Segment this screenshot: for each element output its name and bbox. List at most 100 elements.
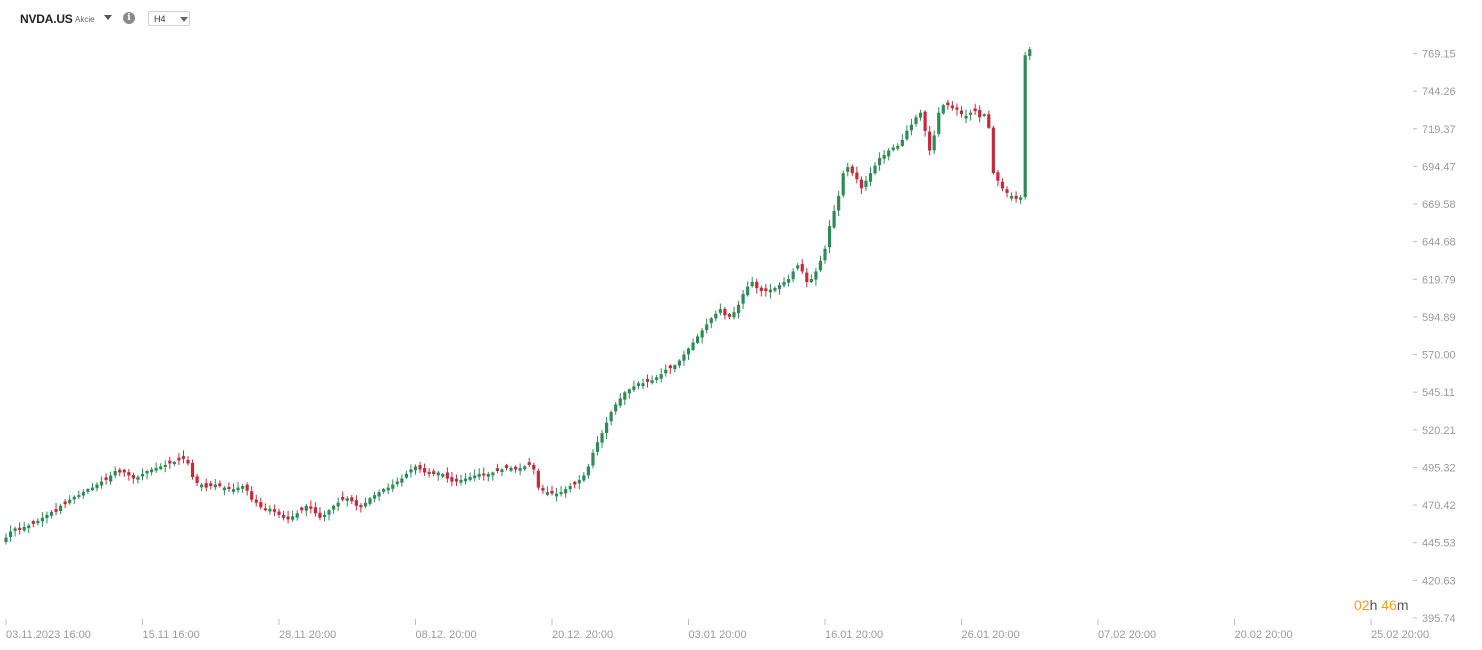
candle — [218, 480, 222, 488]
candle — [291, 510, 295, 522]
candle-body — [782, 282, 786, 286]
symbol-name[interactable]: NVDA.US — [20, 12, 73, 26]
countdown-minutes: 46 — [1381, 597, 1397, 613]
y-tick-label: 769.15 — [1422, 49, 1456, 61]
candle — [450, 471, 454, 487]
candle-body — [727, 314, 732, 317]
x-tick-label: 07.02 20:00 — [1098, 629, 1156, 641]
candle-body — [554, 493, 559, 497]
candle-body — [168, 460, 172, 464]
candle — [477, 468, 481, 480]
candle — [95, 482, 99, 492]
candle — [13, 526, 17, 537]
candle-body — [432, 471, 436, 474]
candle-body — [755, 281, 759, 289]
candle-body — [277, 511, 281, 515]
candle-body — [350, 497, 354, 502]
candle-body — [923, 111, 927, 131]
candle — [459, 474, 463, 486]
candle-body — [550, 490, 554, 494]
candle — [878, 152, 882, 171]
candle-body — [928, 131, 932, 151]
candle-body — [736, 304, 741, 314]
candle — [181, 450, 186, 464]
candle-body — [969, 112, 973, 115]
candle-body — [300, 507, 304, 511]
candle — [395, 477, 399, 487]
candle — [168, 456, 172, 469]
candle — [359, 503, 363, 513]
candle-body — [878, 158, 882, 166]
candle-body — [573, 481, 577, 485]
candle-body — [313, 507, 317, 514]
candle-body — [746, 286, 750, 296]
candle-body — [609, 412, 613, 422]
candle-body — [209, 483, 213, 487]
candle — [718, 303, 722, 316]
candle-body — [473, 475, 477, 479]
candle — [750, 276, 754, 288]
candle — [659, 368, 663, 383]
candle — [332, 504, 336, 514]
candle-body — [514, 466, 518, 470]
candle — [727, 313, 732, 320]
candle — [564, 486, 568, 498]
candle-body — [127, 472, 131, 476]
candle-body — [18, 527, 22, 530]
candle-body — [72, 496, 76, 500]
candle — [259, 497, 263, 510]
candle — [850, 164, 854, 176]
candle-body — [245, 484, 249, 491]
candle-body — [13, 528, 17, 531]
candle — [400, 474, 404, 487]
candle-body — [946, 102, 950, 106]
candle-body — [404, 473, 408, 478]
candle — [900, 134, 904, 148]
candle-body — [691, 342, 695, 350]
candle — [964, 109, 968, 124]
candle-body — [463, 478, 468, 482]
candle — [341, 491, 345, 502]
candle — [932, 130, 936, 155]
candle — [1000, 178, 1005, 192]
chevron-down-icon[interactable] — [104, 15, 112, 20]
candle — [86, 488, 90, 495]
candle — [600, 429, 604, 448]
candle — [982, 113, 986, 117]
candle-body — [4, 537, 8, 543]
candle-body — [1009, 195, 1014, 199]
info-icon[interactable]: i — [123, 12, 135, 24]
candle-body — [309, 506, 313, 509]
candle-body — [186, 459, 190, 464]
candle — [673, 364, 677, 373]
y-tick-label: 420.63 — [1422, 575, 1456, 587]
y-tick-label: 744.26 — [1422, 86, 1456, 98]
candle — [686, 347, 691, 360]
candle-body — [805, 272, 809, 283]
candle-body — [459, 480, 463, 483]
candle — [523, 464, 527, 472]
candle — [1028, 46, 1032, 60]
candle-body — [368, 498, 372, 504]
timeframe-select[interactable]: H4 — [148, 11, 190, 26]
candle — [955, 103, 959, 116]
y-tick-label: 520.21 — [1422, 425, 1456, 437]
candle — [805, 268, 809, 288]
candle-body — [932, 135, 936, 151]
candle — [59, 503, 63, 515]
candle-body — [31, 521, 35, 524]
candle — [372, 491, 377, 503]
candle-body — [500, 469, 504, 473]
candle-body — [518, 467, 522, 471]
candle-body — [140, 473, 145, 477]
x-tick-label: 03.11.2023 16:00 — [6, 629, 91, 641]
candle — [391, 479, 395, 492]
candle — [4, 533, 8, 545]
candle — [209, 480, 213, 490]
candle — [705, 318, 709, 334]
candle-body — [941, 105, 945, 114]
candle-body — [809, 278, 813, 283]
candle-body — [295, 513, 299, 518]
candle-body — [445, 472, 449, 479]
